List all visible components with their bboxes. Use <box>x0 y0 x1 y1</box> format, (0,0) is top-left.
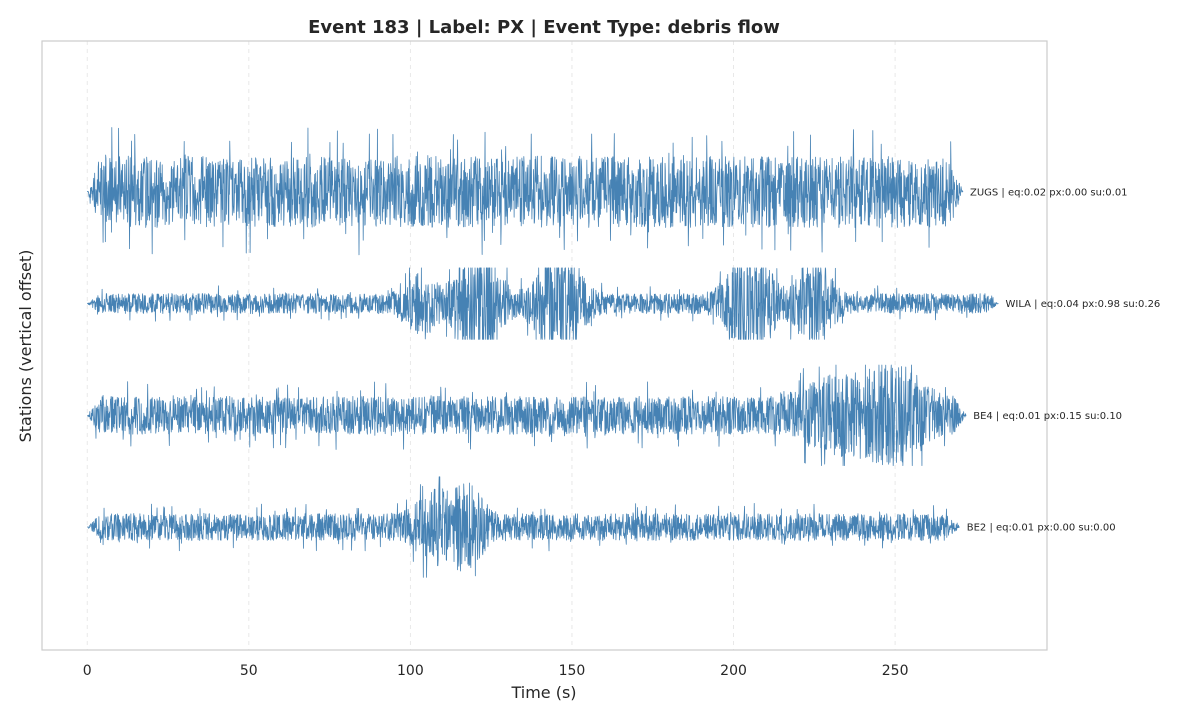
x-axis-label: Time (s) <box>510 683 576 702</box>
trace-label-be4: BE4 | eq:0.01 px:0.15 su:0.10 <box>973 411 1122 422</box>
trace-zugs <box>86 127 964 256</box>
trace-label-be2: BE2 | eq:0.01 px:0.00 su:0.00 <box>967 523 1116 534</box>
x-tick-label: 0 <box>83 663 92 679</box>
trace-wila <box>86 267 999 340</box>
trace-label-zugs: ZUGS | eq:0.02 px:0.00 su:0.01 <box>970 187 1128 198</box>
y-axis-label: Stations (vertical offset) <box>16 250 35 443</box>
chart-title: Event 183 | Label: PX | Event Type: debr… <box>308 17 780 38</box>
trace-be4 <box>86 364 967 467</box>
x-axis-ticks: 0 50 100 150 200 250 <box>83 663 909 679</box>
trace-labels: ZUGS | eq:0.02 px:0.00 su:0.01 WILA | eq:… <box>967 187 1161 533</box>
x-tick-label: 100 <box>397 663 424 679</box>
trace-label-wila: WILA | eq:0.04 px:0.98 su:0.26 <box>1006 299 1161 310</box>
trace-layer <box>86 127 999 578</box>
trace-be2 <box>87 476 960 578</box>
x-tick-label: 250 <box>882 663 909 679</box>
plot-background <box>42 41 1047 650</box>
grid-lines <box>86 41 896 650</box>
x-tick-label: 50 <box>240 663 258 679</box>
x-tick-label: 150 <box>559 663 586 679</box>
x-tick-label: 200 <box>720 663 747 679</box>
plot-frame <box>41 40 1048 651</box>
